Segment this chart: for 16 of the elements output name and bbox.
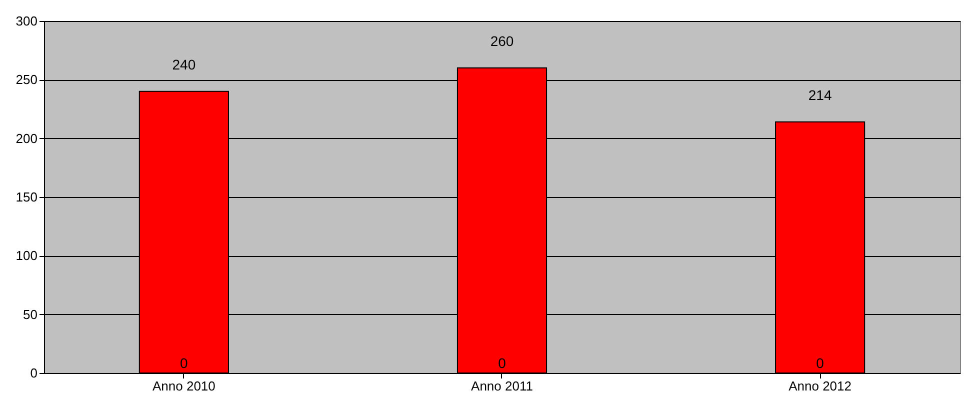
x-tick-label: Anno 2012 [788,378,852,394]
data-label: 240 [172,56,196,72]
annotation: 0 [816,355,824,371]
y-tick-label: 0 [30,366,38,380]
y-tick-label: 200 [16,130,38,146]
x-tick-label: Anno 2010 [152,378,216,394]
y-tick-label: 150 [16,190,38,204]
y-tick-label: 250 [16,72,38,88]
annotation: 0 [180,355,188,371]
y-tick-label: 50 [23,306,38,322]
data-label: 260 [490,32,514,49]
annotation: 0 [498,355,506,371]
y-tick-label: 100 [16,248,38,264]
data-label: 214 [808,86,832,103]
x-tick-label: Anno 2011 [471,378,533,394]
y-tick-label: 300 [16,14,38,28]
